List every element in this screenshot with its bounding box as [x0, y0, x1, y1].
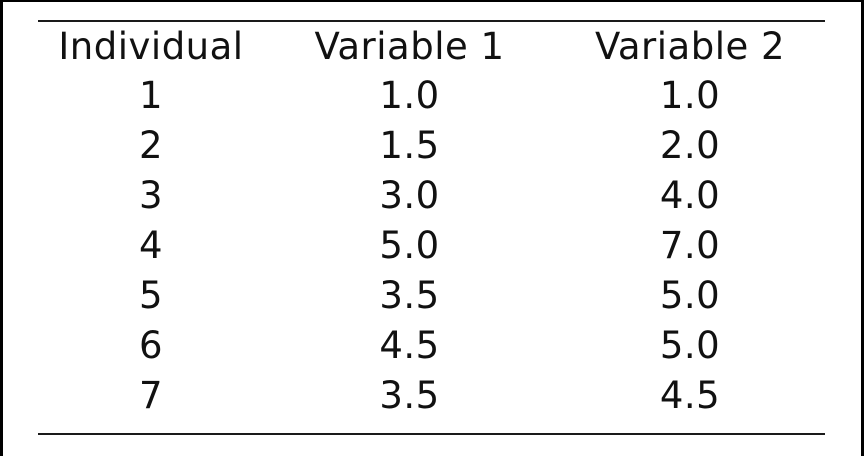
cell-variable-1: 1.5 [379, 124, 440, 167]
table-row: 6 4.5 5.0 [38, 321, 825, 371]
cell-individual: 3 [138, 174, 164, 217]
cell-individual: 7 [138, 374, 164, 417]
cell-individual: 1 [138, 74, 164, 117]
table-top-rule [38, 20, 825, 22]
cell-individual: 6 [138, 324, 164, 367]
table-row: 3 3.0 4.0 [38, 171, 825, 221]
table-row: 4 5.0 7.0 [38, 221, 825, 271]
cell-variable-1: 3.5 [379, 274, 440, 317]
cell-individual: 4 [138, 224, 164, 267]
cell-variable-2: 7.0 [659, 224, 721, 267]
cell-variable-2: 5.0 [659, 274, 721, 317]
table-header: Individual Variable 1 Variable 2 [38, 22, 825, 71]
data-table: Individual Variable 1 Variable 2 1 1.0 1… [38, 22, 825, 421]
column-header-variable-2: Variable 2 [594, 25, 786, 68]
cell-variable-2: 4.5 [659, 374, 721, 417]
table-row: 2 1.5 2.0 [38, 121, 825, 171]
cell-variable-1: 4.5 [379, 324, 440, 367]
table-row: 7 3.5 4.5 [38, 371, 825, 421]
cell-variable-1: 3.5 [379, 374, 440, 417]
header-row: Individual Variable 1 Variable 2 [38, 22, 825, 71]
cell-individual: 5 [138, 274, 164, 317]
cell-individual: 2 [138, 124, 164, 167]
cell-variable-2: 2.0 [659, 124, 721, 167]
column-header-variable-1: Variable 1 [314, 25, 505, 68]
cell-variable-1: 3.0 [379, 174, 440, 217]
cell-variable-1: 1.0 [379, 74, 440, 117]
table-row: 5 3.5 5.0 [38, 271, 825, 321]
cell-variable-1: 5.0 [379, 224, 440, 267]
table-bottom-rule [38, 433, 825, 435]
column-header-individual: Individual [58, 25, 244, 68]
table-row: 1 1.0 1.0 [38, 71, 825, 121]
cell-variable-2: 4.0 [659, 174, 721, 217]
cell-variable-2: 1.0 [659, 74, 721, 117]
table-body: 1 1.0 1.0 2 1.5 2.0 3 3.0 4.0 4 5.0 7.0 … [38, 71, 825, 421]
cell-variable-2: 5.0 [659, 324, 721, 367]
